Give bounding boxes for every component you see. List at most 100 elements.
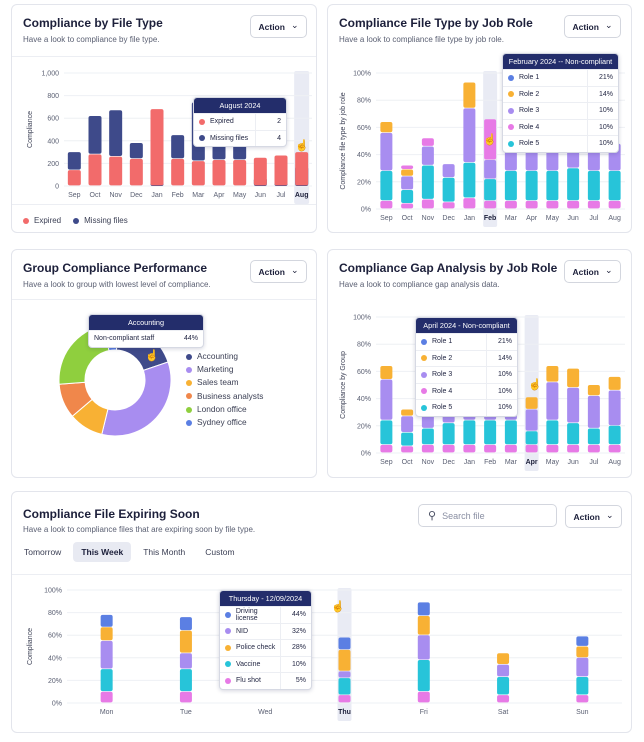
bar-segment [421, 199, 434, 209]
bar-segment [380, 121, 393, 133]
action-button[interactable]: Action ⌄ [565, 505, 622, 528]
tab-tomorrow[interactable]: Tomorrow [24, 547, 62, 557]
bar-segment [88, 154, 102, 186]
x-tick-label: Fri [420, 709, 429, 716]
action-button[interactable]: Action ⌄ [250, 15, 307, 38]
action-label: Action [572, 21, 599, 32]
bar-segment [504, 420, 517, 445]
y-tick-label: 60% [48, 633, 62, 640]
bar-segment [150, 109, 164, 186]
x-tick-label: Mon [100, 709, 114, 716]
bar-segment [67, 170, 81, 186]
x-tick-label: Thu [338, 709, 351, 716]
x-tick-label: Wed [258, 709, 272, 716]
bar-segment [463, 198, 476, 209]
bar-segment [525, 170, 538, 201]
search-input[interactable]: ⚲ Search file [418, 504, 557, 527]
card-subtitle: Have a look to compliance by file type. [23, 35, 160, 44]
bar-segment [576, 636, 589, 646]
x-tick-label: Dec [442, 459, 455, 466]
bar-segment [567, 444, 580, 453]
action-button[interactable]: Action ⌄ [250, 260, 307, 283]
search-icon: ⚲ [428, 510, 437, 522]
tab-this-month[interactable]: This Month [143, 547, 186, 557]
bar-segment [338, 649, 351, 671]
bar-segment [417, 635, 430, 660]
bar-segment [442, 423, 455, 445]
bar-segment [380, 365, 393, 379]
bar-segment [546, 420, 559, 445]
x-tick-label: Apr [526, 215, 538, 222]
bar-segment [401, 165, 414, 169]
legend-item[interactable]: Marketing [186, 363, 263, 376]
action-button[interactable]: Action ⌄ [564, 15, 621, 38]
x-tick-label: Sep [380, 215, 393, 222]
y-tick-label: 20% [357, 179, 371, 186]
expiring-soon-stacked-chart: 0% 20% 40% 60% 80% 100% Compliance Mon Tue Wed Thu… [27, 588, 622, 721]
bar-segment [497, 664, 510, 677]
divider [12, 204, 316, 205]
action-button[interactable]: Action ⌄ [564, 260, 621, 283]
chart-tooltip: April 2024 - Non-compliant Role 1 21% Rol… [415, 317, 518, 417]
bar-segment [380, 170, 393, 201]
x-tick-label: Apr [214, 192, 226, 199]
x-tick-label: May [546, 459, 560, 466]
tooltip-row: Expired 2 [194, 113, 286, 130]
y-axis-label: Compliance [27, 628, 34, 665]
x-tick-label: Jun [255, 192, 266, 199]
bar-segment [338, 695, 351, 703]
legend-item[interactable]: Accounting [186, 350, 263, 363]
x-tick-label: Sun [576, 709, 589, 716]
bar-segment [401, 176, 414, 190]
card-title: Compliance Gap Analysis by Job Role [339, 261, 558, 275]
tab-custom[interactable]: Custom [205, 547, 235, 557]
bar-segment [504, 170, 517, 201]
bar-segment [401, 432, 414, 446]
bar-segment [421, 146, 434, 165]
chart-tooltip: February 2024 -- Non-compliant Role 1 21%… [502, 53, 619, 153]
x-tick-label: Jun [567, 215, 578, 222]
card-subtitle: Have a look to compliance gap analysis d… [339, 280, 500, 289]
legend-item[interactable]: Sales team [186, 376, 263, 389]
tab-this-week[interactable]: This Week [73, 542, 132, 562]
group-donut-chart [58, 323, 172, 437]
chevron-down-icon: ⌄ [604, 265, 613, 275]
bar-segment [608, 200, 621, 209]
y-tick-label: 40% [357, 152, 371, 159]
x-tick-label: Feb [484, 459, 496, 466]
card-title: Group Compliance Performance [23, 261, 208, 275]
legend-item[interactable]: Sydney office [186, 416, 263, 429]
legend-item[interactable]: Business analysts [186, 390, 263, 403]
bar-segment [484, 200, 497, 209]
bar-segment [484, 119, 497, 160]
bar-segment [525, 409, 538, 431]
y-tick-label: 80% [357, 342, 371, 349]
bar-segment [484, 179, 497, 201]
x-tick-label: Jul [589, 459, 598, 466]
tooltip-header: February 2024 -- Non-compliant [503, 54, 618, 69]
card-title: Compliance by File Type [23, 16, 163, 30]
legend-expired[interactable]: Expired [23, 216, 61, 225]
hand-cursor-icon: ☝ [528, 379, 542, 391]
bar-segment [179, 617, 192, 631]
bar-segment [463, 108, 476, 163]
divider [12, 56, 316, 57]
chevron-down-icon: ⌄ [290, 20, 299, 30]
y-axis-label: Compliance by Group [340, 351, 347, 419]
y-tick-label: 80% [357, 98, 371, 105]
chevron-down-icon: ⌄ [290, 265, 299, 275]
x-tick-label: Jan [464, 215, 475, 222]
bar-segment [576, 657, 589, 677]
bar-segment [295, 152, 309, 186]
bar-segment [525, 431, 538, 445]
legend-item[interactable]: London office [186, 403, 263, 416]
bar-segment [576, 677, 589, 695]
bar-segment [587, 385, 600, 396]
bar-segment [587, 200, 600, 209]
bar-segment [417, 691, 430, 703]
legend-missing-files[interactable]: Missing files [73, 216, 128, 225]
x-tick-label: Mar [192, 192, 205, 199]
chart-tooltip: August 2024 Expired 2 Missing files 4 [193, 97, 287, 147]
bar-segment [109, 110, 123, 157]
x-tick-label: Aug [608, 215, 621, 222]
